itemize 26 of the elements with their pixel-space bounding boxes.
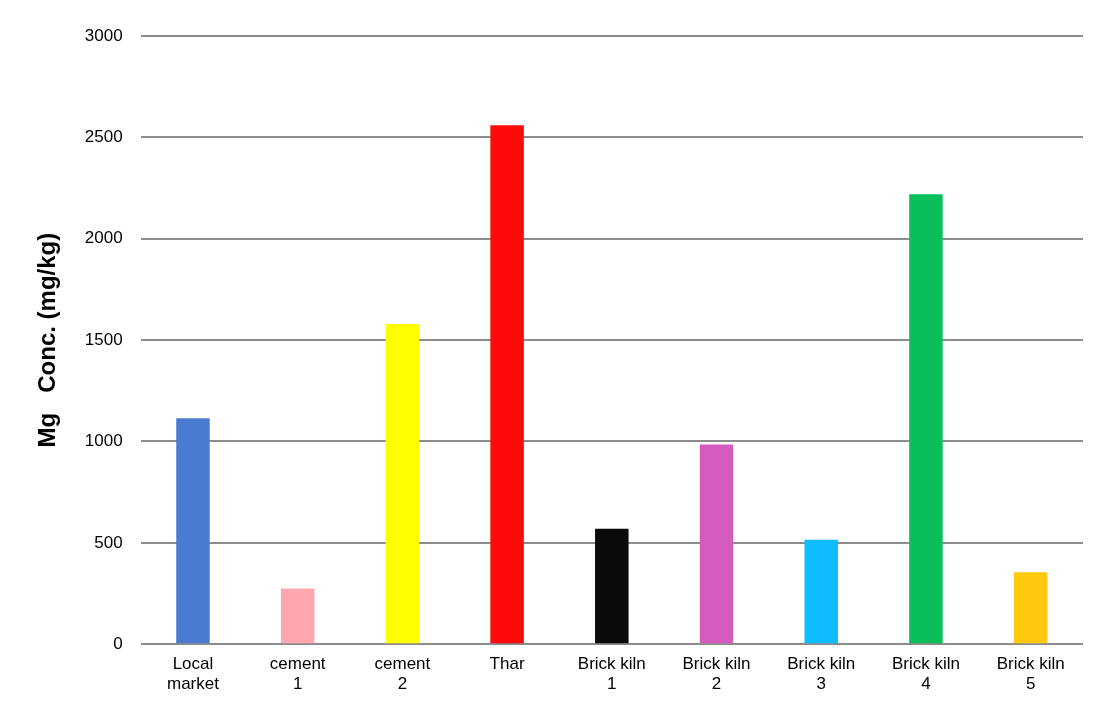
y-tick-label: 2500 [84,127,123,147]
bar [490,125,524,644]
y-axis-title: Mg Conc. (mg/kg) [33,232,61,448]
bar [385,323,420,644]
bar [176,418,210,644]
bar [804,539,838,644]
y-tick-label: 500 [94,532,123,552]
x-tick-label: Brick kiln 4 [891,654,960,694]
bar [595,528,629,644]
bar [1013,572,1048,644]
x-tick-label: Brick kiln 1 [577,654,646,694]
y-tick-label: 2000 [84,228,123,248]
y-tick-label: 1500 [84,329,123,349]
x-tick-label: Local market [166,654,220,694]
bar [699,444,734,644]
x-tick-label: Thar [489,654,525,674]
y-tick-label: 0 [113,633,123,653]
y-tick-label: 3000 [84,25,123,45]
x-tick-label: Brick kiln 5 [996,654,1065,694]
y-tick-label: 1000 [84,431,123,451]
x-tick-label: cement 2 [374,654,431,694]
bar [909,194,943,644]
x-tick-label: Brick kiln 2 [682,654,751,694]
x-tick-label: cement 1 [269,654,326,694]
x-tick-label: Brick kiln 3 [787,654,856,694]
bar [280,588,315,644]
